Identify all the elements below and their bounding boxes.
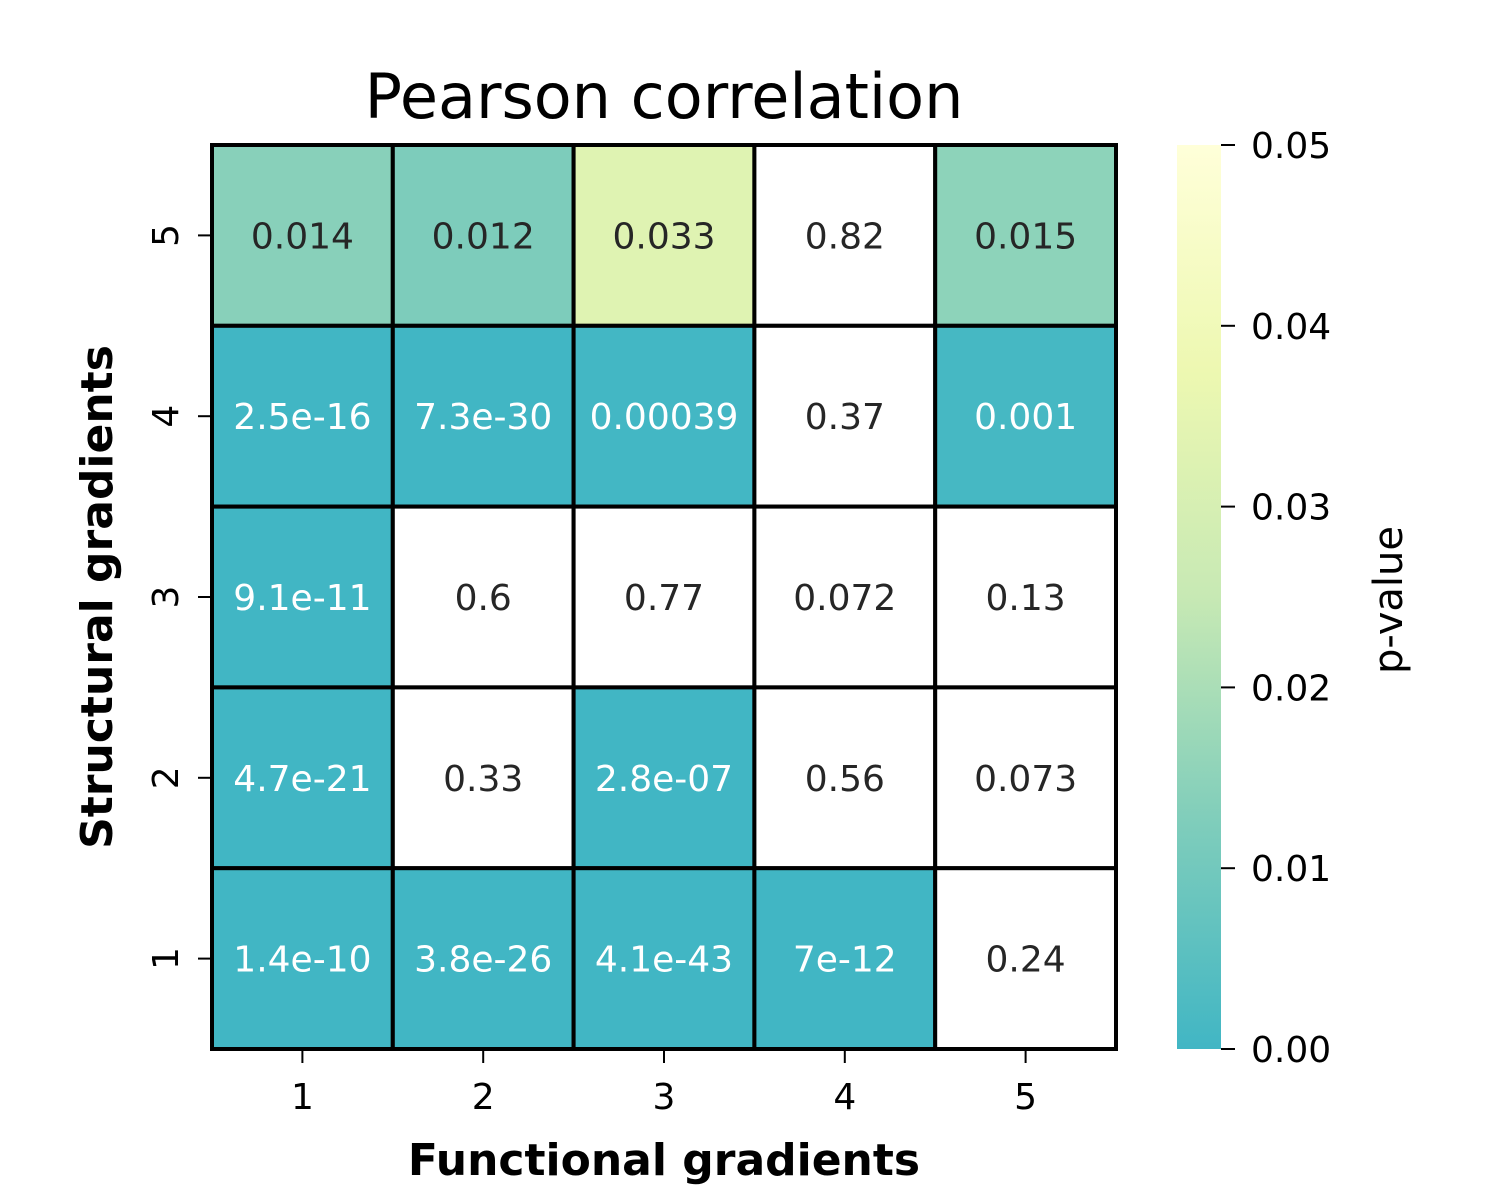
heatmap-cell xyxy=(933,323,1119,509)
heatmap-cell xyxy=(571,323,757,509)
heatmap-cell xyxy=(571,866,757,1052)
cell-value-label: 2.8e-07 xyxy=(595,759,733,800)
cell-value-label: 0.001 xyxy=(974,397,1077,438)
heatmap-cell xyxy=(390,143,576,328)
cell-value-label: 0.6 xyxy=(455,578,512,619)
cell-value-label: 7.3e-30 xyxy=(414,397,552,438)
colorbar-ticks: 0.00 0.01 0.02 0.03 0.04 0.05 xyxy=(1221,126,1331,1071)
colorbar-tick-label: 0.00 xyxy=(1251,1030,1331,1071)
cell-value-label: 0.072 xyxy=(793,578,896,619)
heatmap-cell xyxy=(390,504,576,690)
colorbar-gradient xyxy=(1177,145,1221,1049)
cell-value-label: 0.015 xyxy=(974,216,1077,257)
heatmap-cell xyxy=(210,143,395,328)
cell-value-label: 3.8e-26 xyxy=(414,940,552,981)
heatmap-cell xyxy=(571,685,757,871)
x-tick-label: 2 xyxy=(472,1077,495,1118)
cell-value-label: 4.1e-43 xyxy=(595,940,733,981)
cell-value-label: 9.1e-11 xyxy=(233,578,371,619)
x-tick-label: 1 xyxy=(291,1077,314,1118)
cell-value-label: 0.37 xyxy=(805,397,885,438)
colorbar-tick-label: 0.04 xyxy=(1251,307,1331,348)
y-tick-label: 4 xyxy=(146,405,187,428)
cell-value-label: 0.82 xyxy=(805,216,885,257)
cell-value-label: 0.00039 xyxy=(590,397,739,438)
cell-value-label: 7e-12 xyxy=(793,940,897,981)
cell-value-label: 0.012 xyxy=(432,216,535,257)
y-axis-label: Structural gradients xyxy=(72,345,123,849)
heatmap-cell xyxy=(210,866,395,1052)
heatmap-cell xyxy=(933,685,1119,871)
cell-value-label: 4.7e-21 xyxy=(233,759,371,800)
cell-value-label: 2.5e-16 xyxy=(233,397,371,438)
y-tick-label: 3 xyxy=(146,586,187,609)
colorbar-tick-label: 0.01 xyxy=(1251,849,1331,890)
colorbar-tick-label: 0.05 xyxy=(1251,126,1331,167)
y-tick-label: 2 xyxy=(146,766,187,789)
cell-value-label: 0.13 xyxy=(986,578,1066,619)
x-tick-label: 5 xyxy=(1014,1077,1037,1118)
x-tick-label: 3 xyxy=(653,1077,676,1118)
heatmap-cells xyxy=(210,143,1119,1052)
x-tick-label: 4 xyxy=(833,1077,856,1118)
y-tick-label: 1 xyxy=(146,947,187,970)
y-axis: 5 4 3 2 1 xyxy=(146,224,212,970)
cell-value-label: 0.014 xyxy=(251,216,354,257)
cell-value-label: 0.33 xyxy=(443,759,523,800)
cell-value-label: 0.56 xyxy=(805,759,885,800)
colorbar-tick-label: 0.03 xyxy=(1251,488,1331,529)
cell-value-label: 0.24 xyxy=(986,940,1066,981)
heatmap-cell-labels: 0.014 0.012 0.033 0.82 0.015 2.5e-16 7.3e-30 0.… xyxy=(233,216,1077,980)
colorbar-label: p-value xyxy=(1366,526,1412,674)
cell-value-label: 0.77 xyxy=(624,578,704,619)
cell-value-label: 0.073 xyxy=(974,759,1077,800)
chart-title: Pearson correlation xyxy=(365,60,964,133)
x-axis-label: Functional gradients xyxy=(408,1135,920,1186)
heatmap-cell xyxy=(752,685,938,871)
y-tick-label: 5 xyxy=(146,224,187,247)
colorbar: 0.00 0.01 0.02 0.03 0.04 0.05 p-value xyxy=(1177,126,1412,1071)
cell-value-label: 0.033 xyxy=(612,216,715,257)
x-axis: 1 2 3 4 5 xyxy=(291,1049,1037,1118)
heatmap-cell xyxy=(752,504,938,690)
heatmap-cell xyxy=(390,866,576,1052)
heatmap-cell xyxy=(390,685,576,871)
colorbar-tick-label: 0.02 xyxy=(1251,668,1331,709)
cell-value-label: 1.4e-10 xyxy=(233,940,371,981)
